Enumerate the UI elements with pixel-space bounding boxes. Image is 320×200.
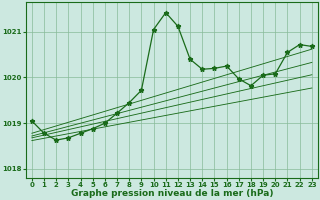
X-axis label: Graphe pression niveau de la mer (hPa): Graphe pression niveau de la mer (hPa) (71, 189, 273, 198)
